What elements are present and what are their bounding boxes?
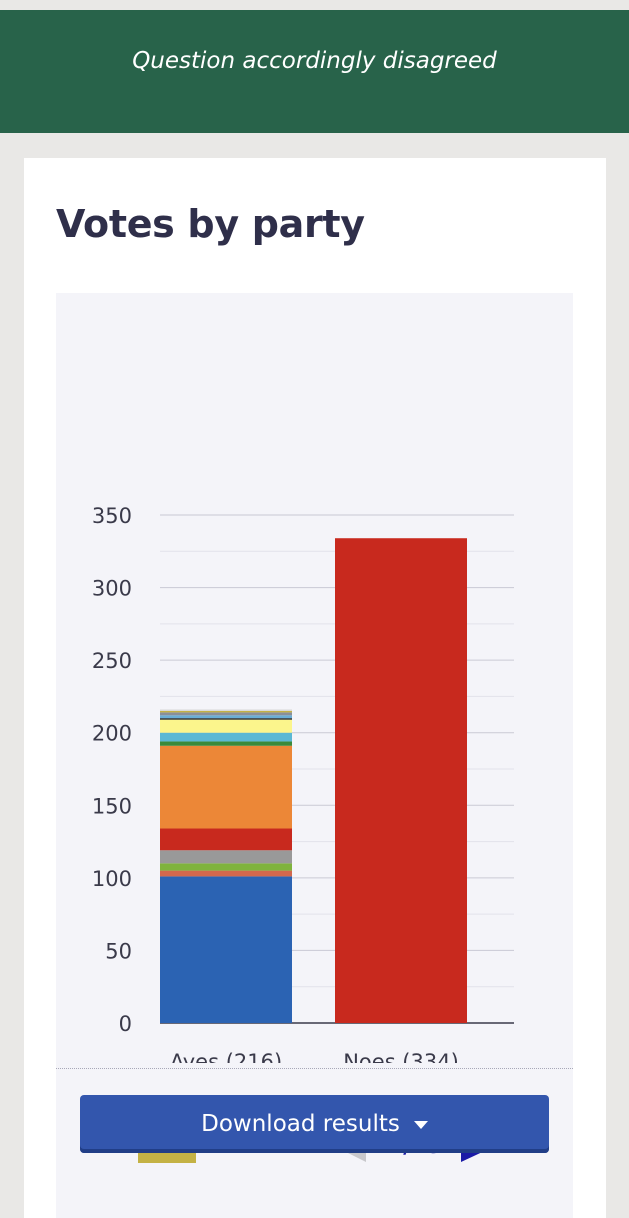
bar-segment — [160, 828, 292, 851]
chart-panel: 0 50 100 150 200 250 300 350 Ayes (216) Noes (334… — [56, 293, 573, 1218]
bar-segment — [160, 745, 292, 829]
y-tick-label: 250 — [92, 649, 132, 673]
bar-segment — [160, 863, 292, 871]
bar-segment — [160, 741, 292, 746]
bar-segment — [160, 710, 292, 713]
bar-segment — [160, 709, 292, 711]
y-tick-label: 100 — [92, 867, 132, 891]
bar-segment — [160, 715, 292, 719]
y-tick-label: 50 — [105, 939, 132, 963]
votes-chart: 0 50 100 150 200 250 300 350 Ayes (216) Noes (334… — [92, 504, 514, 1063]
download-label: Download results — [201, 1111, 400, 1137]
bar-segment — [160, 876, 292, 1023]
bar-segment — [160, 732, 292, 742]
x-tick-label: Noes (334) — [343, 1050, 459, 1063]
votes-card: Votes by party 0 50 100 150 200 250 300 350 Ayes… — [24, 158, 606, 1218]
bar-segment — [160, 850, 292, 864]
chevron-down-icon — [413, 1121, 428, 1129]
y-tick-label: 0 — [119, 1012, 132, 1036]
x-tick-label: Ayes (216) — [170, 1050, 282, 1063]
bar-segment — [160, 712, 292, 716]
y-tick-label: 200 — [92, 722, 132, 746]
card-title: Votes by party — [56, 202, 365, 246]
bar-segment — [160, 719, 292, 733]
y-tick-label: 300 — [92, 577, 132, 601]
bar-segment — [160, 718, 292, 720]
divider — [56, 1068, 573, 1069]
banner-text: Question accordingly disagreed — [132, 48, 497, 74]
download-results-button[interactable]: Download results — [80, 1095, 549, 1153]
top-strip — [0, 0, 629, 10]
bar-segment — [160, 870, 292, 877]
result-banner: Question accordingly disagreed — [0, 10, 629, 133]
y-tick-label: 150 — [92, 794, 132, 818]
y-tick-label: 350 — [92, 504, 132, 528]
bar-segment — [335, 538, 467, 1023]
